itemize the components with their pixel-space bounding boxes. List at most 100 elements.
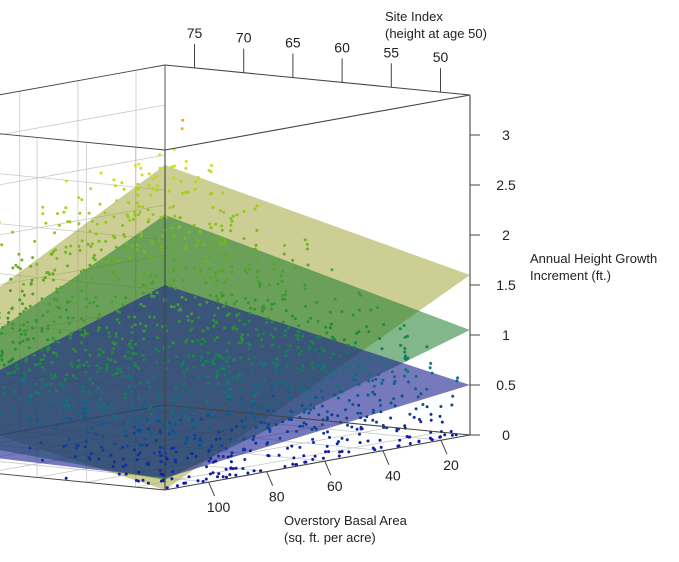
data-point (334, 298, 337, 301)
data-point (229, 438, 232, 441)
data-point (100, 172, 103, 175)
data-point (112, 234, 115, 237)
data-point (216, 475, 219, 478)
data-point (126, 444, 129, 447)
data-point (104, 240, 107, 243)
data-point (0, 354, 3, 357)
data-point (137, 430, 140, 433)
data-point (151, 243, 154, 246)
data-point (233, 254, 236, 257)
data-point (193, 267, 196, 270)
data-point (95, 433, 98, 436)
data-point (54, 248, 57, 251)
data-point (367, 380, 370, 383)
data-point (97, 387, 100, 390)
data-point (200, 359, 203, 362)
data-point (279, 437, 282, 440)
data-point (59, 316, 62, 319)
data-point (159, 429, 162, 432)
data-point (114, 417, 117, 420)
data-point (325, 332, 328, 335)
data-point (142, 292, 145, 295)
data-point (18, 329, 21, 332)
data-point (218, 252, 221, 255)
data-point (174, 458, 177, 461)
data-point (403, 324, 406, 327)
data-point (333, 394, 336, 397)
data-point (322, 432, 325, 435)
data-point (45, 271, 48, 274)
data-point (356, 428, 359, 431)
data-point (297, 324, 300, 327)
data-point (152, 375, 155, 378)
data-point (69, 337, 72, 340)
data-point (352, 314, 355, 317)
data-point (105, 369, 108, 372)
data-point (88, 264, 91, 267)
data-point (139, 444, 142, 447)
data-point (382, 323, 385, 326)
data-point (177, 254, 180, 257)
data-point (255, 244, 258, 247)
data-point (138, 211, 141, 214)
data-point (134, 280, 137, 283)
data-point (224, 239, 227, 242)
data-point (233, 358, 236, 361)
data-point (156, 420, 159, 423)
data-point (71, 403, 74, 406)
data-point (245, 272, 248, 275)
data-point (22, 323, 25, 326)
data-point (112, 465, 115, 468)
data-point (168, 190, 171, 193)
data-point (257, 280, 260, 283)
data-point (130, 346, 133, 349)
data-point (318, 353, 321, 356)
data-point (256, 204, 259, 207)
data-point (35, 319, 38, 322)
data-point (301, 389, 304, 392)
data-point (104, 221, 107, 224)
data-point (350, 372, 353, 375)
data-point (249, 312, 252, 315)
data-point (187, 191, 190, 194)
data-point (352, 378, 355, 381)
data-point (272, 336, 275, 339)
data-point (346, 424, 349, 427)
data-point (11, 266, 14, 269)
data-point (185, 191, 188, 194)
data-point (202, 330, 205, 333)
data-point (212, 206, 215, 209)
data-point (230, 429, 233, 432)
data-point (98, 423, 101, 426)
data-point (71, 365, 74, 368)
data-point (281, 420, 284, 423)
data-point (72, 317, 75, 320)
data-point (107, 406, 110, 409)
data-point (124, 464, 127, 467)
data-point (42, 358, 45, 361)
data-point (322, 362, 325, 365)
data-point (31, 256, 34, 259)
data-point (418, 418, 421, 421)
data-point (200, 440, 203, 443)
data-point (354, 341, 357, 344)
data-point (143, 358, 146, 361)
data-point (393, 380, 396, 383)
data-point (242, 449, 245, 452)
data-point (64, 206, 67, 209)
data-point (327, 450, 330, 453)
data-point (144, 437, 147, 440)
data-point (227, 341, 230, 344)
data-point (100, 391, 103, 394)
data-point (337, 440, 340, 443)
data-point (311, 428, 314, 431)
data-point (245, 417, 248, 420)
data-point (270, 333, 273, 336)
data-point (178, 226, 181, 229)
data-point (26, 321, 29, 324)
data-point (417, 395, 420, 398)
data-point (156, 336, 159, 339)
data-point (324, 326, 327, 329)
data-point (338, 455, 341, 458)
data-point (209, 248, 212, 251)
